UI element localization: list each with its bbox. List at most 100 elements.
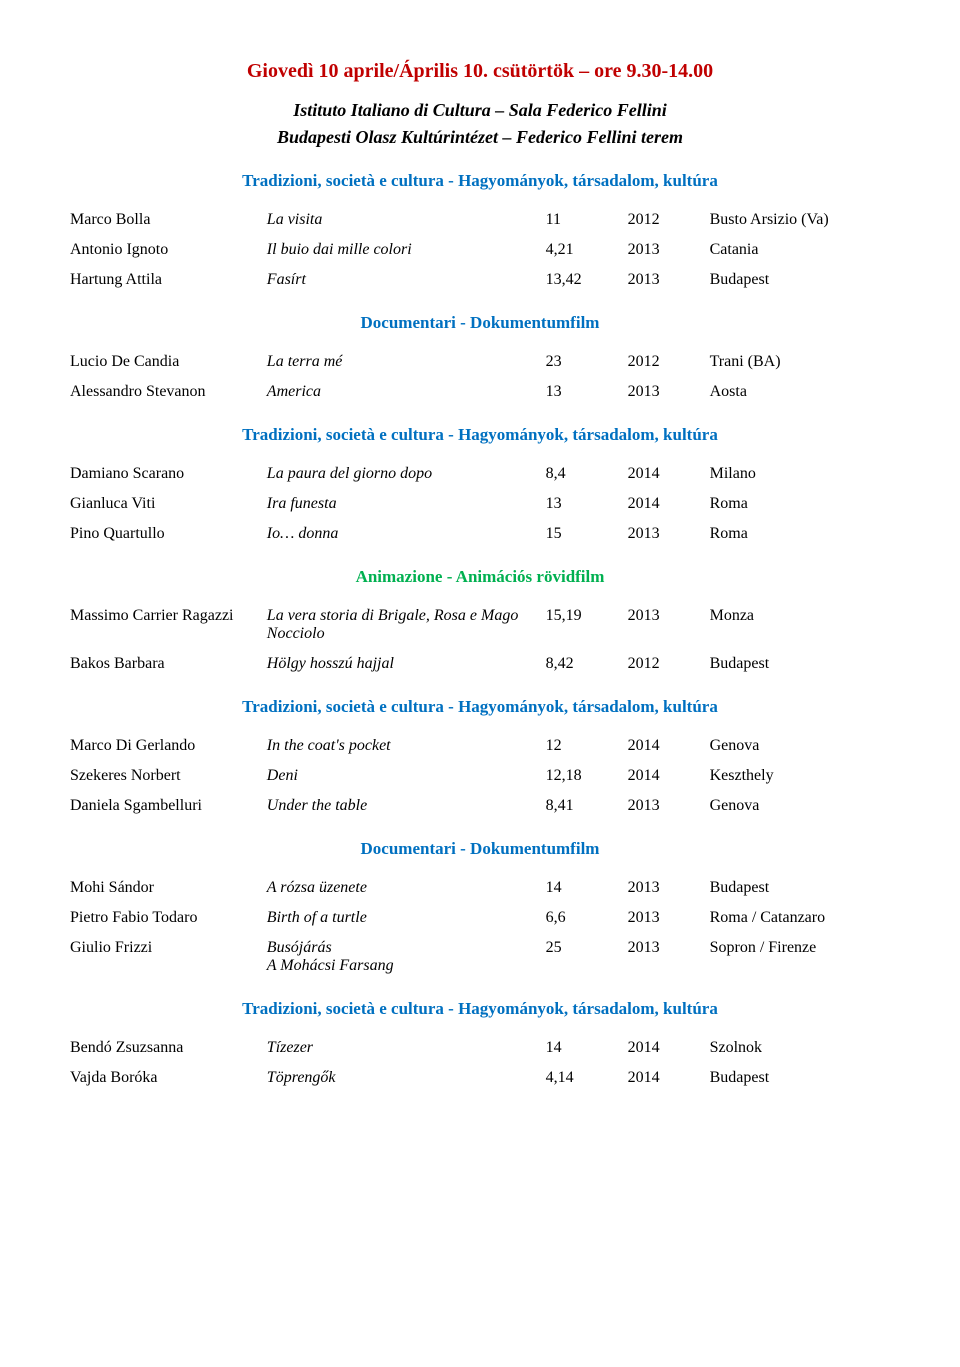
work-title: BusójárásA Mohácsi Farsang (267, 933, 546, 981)
place: Genova (710, 731, 890, 761)
duration: 13 (546, 377, 628, 407)
table-row: Mohi SándorA rózsa üzenete142013Budapest (70, 873, 890, 903)
year: 2014 (628, 489, 710, 519)
presenter-name: Gianluca Viti (70, 489, 267, 519)
presenter-name: Marco Bolla (70, 205, 267, 235)
year: 2014 (628, 1033, 710, 1063)
presenter-name: Szekeres Norbert (70, 761, 267, 791)
place: Roma / Catanzaro (710, 903, 890, 933)
work-title: Töprengők (267, 1063, 546, 1093)
year: 2013 (628, 235, 710, 265)
duration: 14 (546, 1033, 628, 1063)
place: Genova (710, 791, 890, 821)
duration: 13 (546, 489, 628, 519)
duration: 11 (546, 205, 628, 235)
table-row: Giulio FrizziBusójárásA Mohácsi Farsang2… (70, 933, 890, 981)
table-row: Pietro Fabio TodaroBirth of a turtle6,62… (70, 903, 890, 933)
table-row: Pino QuartulloIo… donna152013Roma (70, 519, 890, 549)
table-row: Bendó ZsuzsannaTízezer142014Szolnok (70, 1033, 890, 1063)
work-title: La vera storia di Brigale, Rosa e Mago N… (267, 601, 546, 649)
duration: 4,14 (546, 1063, 628, 1093)
venue-line-2: Budapesti Olasz Kultúrintézet – Federico… (70, 124, 890, 151)
year: 2013 (628, 601, 710, 649)
presenter-name: Pino Quartullo (70, 519, 267, 549)
table-row: Antonio IgnotoIl buio dai mille colori4,… (70, 235, 890, 265)
work-title: La terra mé (267, 347, 546, 377)
year: 2014 (628, 1063, 710, 1093)
table-row: Lucio De CandiaLa terra mé232012Trani (B… (70, 347, 890, 377)
table-row: Szekeres NorbertDeni12,182014Keszthely (70, 761, 890, 791)
work-title: A rózsa üzenete (267, 873, 546, 903)
duration: 6,6 (546, 903, 628, 933)
work-title: Fasírt (267, 265, 546, 295)
table-row: Alessandro StevanonAmerica132013Aosta (70, 377, 890, 407)
section-heading: Documentari - Dokumentumfilm (70, 313, 890, 333)
section-heading: Tradizioni, società e cultura - Hagyomán… (70, 171, 890, 191)
program-table: Massimo Carrier RagazziLa vera storia di… (70, 601, 890, 679)
presenter-name: Mohi Sándor (70, 873, 267, 903)
year: 2013 (628, 873, 710, 903)
duration: 12,18 (546, 761, 628, 791)
year: 2013 (628, 265, 710, 295)
duration: 14 (546, 873, 628, 903)
work-title: La paura del giorno dopo (267, 459, 546, 489)
venue-block: Istituto Italiano di Cultura – Sala Fede… (70, 97, 890, 151)
program-table: Lucio De CandiaLa terra mé232012Trani (B… (70, 347, 890, 407)
duration: 23 (546, 347, 628, 377)
table-row: Daniela SgambelluriUnder the table8,4120… (70, 791, 890, 821)
year: 2014 (628, 459, 710, 489)
section-heading: Tradizioni, società e cultura - Hagyomán… (70, 697, 890, 717)
year: 2014 (628, 761, 710, 791)
duration: 15 (546, 519, 628, 549)
presenter-name: Bendó Zsuzsanna (70, 1033, 267, 1063)
work-title: Il buio dai mille colori (267, 235, 546, 265)
duration: 8,42 (546, 649, 628, 679)
year: 2013 (628, 377, 710, 407)
presenter-name: Giulio Frizzi (70, 933, 267, 981)
presenter-name: Alessandro Stevanon (70, 377, 267, 407)
place: Szolnok (710, 1033, 890, 1063)
program-table: Mohi SándorA rózsa üzenete142013Budapest… (70, 873, 890, 981)
work-title: Hölgy hosszú hajjal (267, 649, 546, 679)
presenter-name: Daniela Sgambelluri (70, 791, 267, 821)
place: Aosta (710, 377, 890, 407)
venue-line-1: Istituto Italiano di Cultura – Sala Fede… (70, 97, 890, 124)
place: Budapest (710, 649, 890, 679)
presenter-name: Lucio De Candia (70, 347, 267, 377)
place: Trani (BA) (710, 347, 890, 377)
presenter-name: Vajda Boróka (70, 1063, 267, 1093)
year: 2013 (628, 791, 710, 821)
place: Budapest (710, 265, 890, 295)
work-title: Birth of a turtle (267, 903, 546, 933)
presenter-name: Hartung Attila (70, 265, 267, 295)
presenter-name: Massimo Carrier Ragazzi (70, 601, 267, 649)
table-row: Hartung AttilaFasírt13,422013Budapest (70, 265, 890, 295)
presenter-name: Pietro Fabio Todaro (70, 903, 267, 933)
year: 2012 (628, 347, 710, 377)
program-table: Damiano ScaranoLa paura del giorno dopo8… (70, 459, 890, 549)
duration: 12 (546, 731, 628, 761)
presenter-name: Bakos Barbara (70, 649, 267, 679)
work-title: Tízezer (267, 1033, 546, 1063)
duration: 13,42 (546, 265, 628, 295)
duration: 25 (546, 933, 628, 981)
year: 2013 (628, 933, 710, 981)
presenter-name: Marco Di Gerlando (70, 731, 267, 761)
table-row: Gianluca VitiIra funesta132014Roma (70, 489, 890, 519)
table-row: Bakos BarbaraHölgy hosszú hajjal8,422012… (70, 649, 890, 679)
work-title: America (267, 377, 546, 407)
work-title: La visita (267, 205, 546, 235)
program-table: Bendó ZsuzsannaTízezer142014SzolnokVajda… (70, 1033, 890, 1093)
work-title: Under the table (267, 791, 546, 821)
place: Monza (710, 601, 890, 649)
place: Busto Arsizio (Va) (710, 205, 890, 235)
section-heading: Tradizioni, società e cultura - Hagyomán… (70, 425, 890, 445)
place: Milano (710, 459, 890, 489)
duration: 8,41 (546, 791, 628, 821)
page-title: Giovedì 10 aprile/Április 10. csütörtök … (70, 60, 890, 83)
work-title: Deni (267, 761, 546, 791)
work-title: Io… donna (267, 519, 546, 549)
year: 2013 (628, 903, 710, 933)
sections-container: Tradizioni, società e cultura - Hagyomán… (70, 171, 890, 1093)
table-row: Damiano ScaranoLa paura del giorno dopo8… (70, 459, 890, 489)
